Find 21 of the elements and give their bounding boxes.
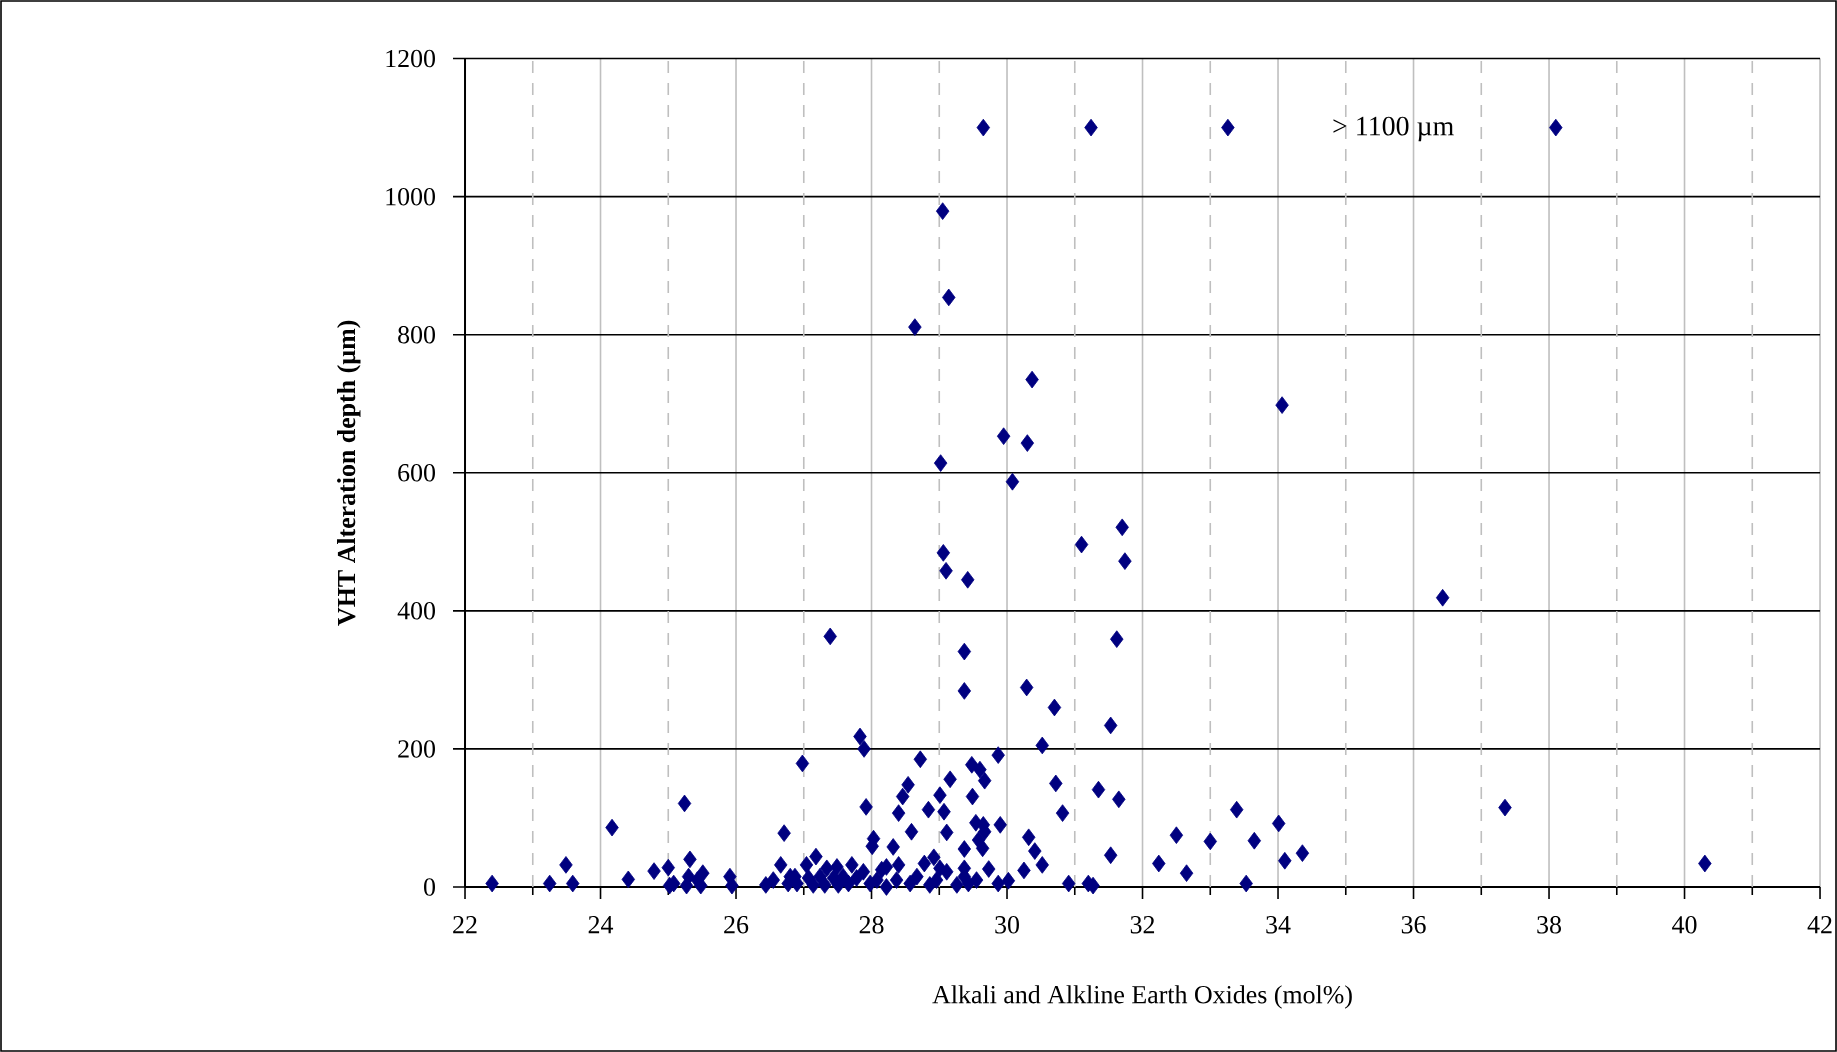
x-tick-label: 22 <box>453 916 477 934</box>
x-tick-label: 36 <box>1401 916 1426 934</box>
y-tick-label: 800 <box>398 325 435 344</box>
x-tick-label: 42 <box>1807 916 1832 934</box>
x-tick-label: 38 <box>1537 916 1561 934</box>
y-tick-label: 0 <box>424 878 435 896</box>
y-axis-title: VHT Alteration depth (µm) <box>337 320 361 626</box>
annotation: > 1100 µm <box>1333 116 1454 142</box>
x-tick-label: 32 <box>1130 916 1155 934</box>
x-tick-label: 34 <box>1266 916 1291 934</box>
x-tick-label: 30 <box>995 916 1019 934</box>
x-tick-label: 26 <box>724 916 749 934</box>
y-tick-label: 200 <box>398 740 435 758</box>
y-tick-label: 400 <box>397 602 435 620</box>
x-axis-title: Alkali and Alkline Earth Oxides (mol%) <box>932 985 1352 1009</box>
y-tick-label: 1200 <box>386 49 435 68</box>
y-tick-label: 1000 <box>386 187 435 206</box>
x-tick-label: 40 <box>1672 916 1697 934</box>
x-tick-label: 28 <box>859 916 884 934</box>
x-tick-label: 24 <box>588 916 614 934</box>
y-tick-label: 600 <box>398 464 435 482</box>
